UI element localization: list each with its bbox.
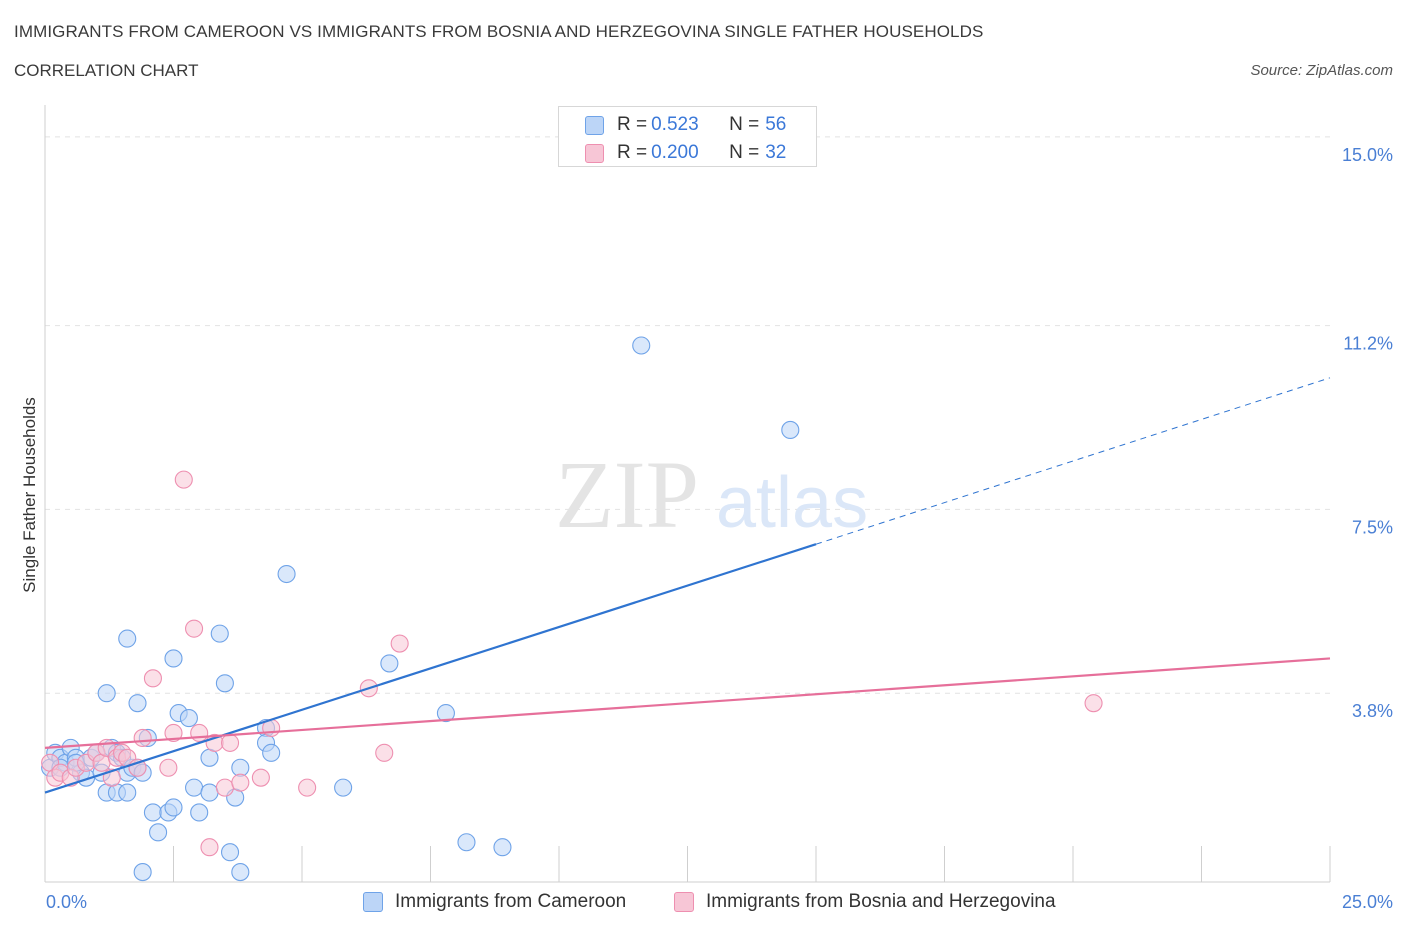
cameroon-swatch <box>585 115 604 135</box>
y-tick-label: 11.2% <box>1343 334 1393 354</box>
point-bosnia <box>190 723 209 743</box>
axes <box>44 105 1331 883</box>
point-cameroon <box>215 674 234 693</box>
point-cameroon <box>210 624 229 643</box>
r-label: R = <box>617 142 648 163</box>
chart-subtitle: CORRELATION CHART <box>14 61 199 80</box>
y-tick-label: 15.0% <box>1342 145 1393 165</box>
point-bosnia <box>215 778 234 797</box>
trend-lines <box>44 377 1331 794</box>
point-bosnia <box>143 669 162 688</box>
n-value-bosnia: 32 <box>765 142 787 163</box>
point-cameroon <box>457 833 476 852</box>
point-cameroon <box>164 649 183 668</box>
point-cameroon <box>380 654 399 673</box>
y-tick-label: 7.5% <box>1352 517 1393 537</box>
r-label: R = <box>617 114 648 135</box>
point-cameroon <box>231 863 250 882</box>
n-label: N = <box>729 142 760 163</box>
point-cameroon <box>149 823 168 842</box>
point-cameroon <box>179 709 198 728</box>
y-axis-label: Single Father Households <box>20 397 39 593</box>
point-bosnia <box>1084 694 1103 713</box>
x-tick-label: 25.0% <box>1342 892 1393 912</box>
point-cameroon <box>262 743 281 762</box>
legend-item-cameroon[interactable]: Immigrants from Cameroon <box>363 890 626 914</box>
data-points <box>41 336 1103 882</box>
trend-line-bosnia <box>44 657 1331 749</box>
point-bosnia <box>159 758 178 777</box>
legend-label-bosnia: Immigrants from Bosnia and Herzegovina <box>706 891 1056 912</box>
x-tick-label: 0.0% <box>46 892 87 912</box>
point-cameroon <box>493 838 512 857</box>
chart-title: IMMIGRANTS FROM CAMEROON VS IMMIGRANTS F… <box>14 22 984 41</box>
source-credit: Source: ZipAtlas.com <box>1250 62 1393 79</box>
trend-line-cameroon <box>44 543 817 794</box>
point-bosnia <box>390 634 409 653</box>
stats-row-bosnia: R = 0.200 N = 32 <box>585 141 786 165</box>
point-bosnia <box>231 773 250 792</box>
r-value-bosnia: 0.200 <box>651 142 699 163</box>
point-bosnia <box>133 728 152 747</box>
point-cameroon <box>200 783 219 802</box>
point-bosnia <box>185 619 204 638</box>
trend-line-cameroon-extension <box>815 377 1331 545</box>
point-cameroon <box>164 798 183 817</box>
watermark: ZIP atlas <box>555 441 868 548</box>
stats-row-cameroon: R = 0.523 N = 56 <box>585 113 786 137</box>
point-cameroon <box>143 803 162 822</box>
n-value-cameroon: 56 <box>765 114 787 135</box>
r-value-cameroon: 0.523 <box>651 114 699 135</box>
y-tick-label: 3.8% <box>1352 701 1393 721</box>
watermark-atlas: atlas <box>716 463 868 543</box>
bosnia-swatch <box>585 143 604 163</box>
point-bosnia <box>174 470 193 489</box>
point-bosnia <box>298 778 317 797</box>
grid-lines <box>45 136 1330 694</box>
point-cameroon <box>632 336 651 355</box>
legend-swatch-bosnia <box>674 892 694 912</box>
watermark-zip: ZIP <box>555 441 699 548</box>
point-cameroon <box>334 778 353 797</box>
point-cameroon <box>133 863 152 882</box>
point-bosnia <box>164 723 183 743</box>
point-cameroon <box>277 564 296 584</box>
legend-item-bosnia[interactable]: Immigrants from Bosnia and Herzegovina <box>674 890 1056 914</box>
point-bosnia <box>375 743 394 762</box>
point-cameroon <box>128 694 147 713</box>
point-cameroon <box>190 803 209 822</box>
point-cameroon <box>97 684 116 703</box>
point-cameroon <box>436 704 455 723</box>
point-bosnia <box>220 733 240 752</box>
n-label: N = <box>729 114 760 135</box>
legend-label-cameroon: Immigrants from Cameroon <box>395 891 627 912</box>
stats-box: R = 0.523 N = 56 R = 0.200 N = 32 <box>558 106 817 167</box>
point-cameroon <box>185 778 204 797</box>
point-cameroon <box>220 843 240 862</box>
point-cameroon <box>118 629 137 648</box>
point-bosnia <box>200 838 219 857</box>
point-cameroon <box>118 783 137 802</box>
point-cameroon <box>781 420 800 440</box>
point-bosnia <box>251 768 270 787</box>
legend-swatch-cameroon <box>363 892 383 912</box>
tick-labels: 3.8% 7.5% 11.2% 15.0% 0.0% 25.0% <box>46 145 1393 912</box>
